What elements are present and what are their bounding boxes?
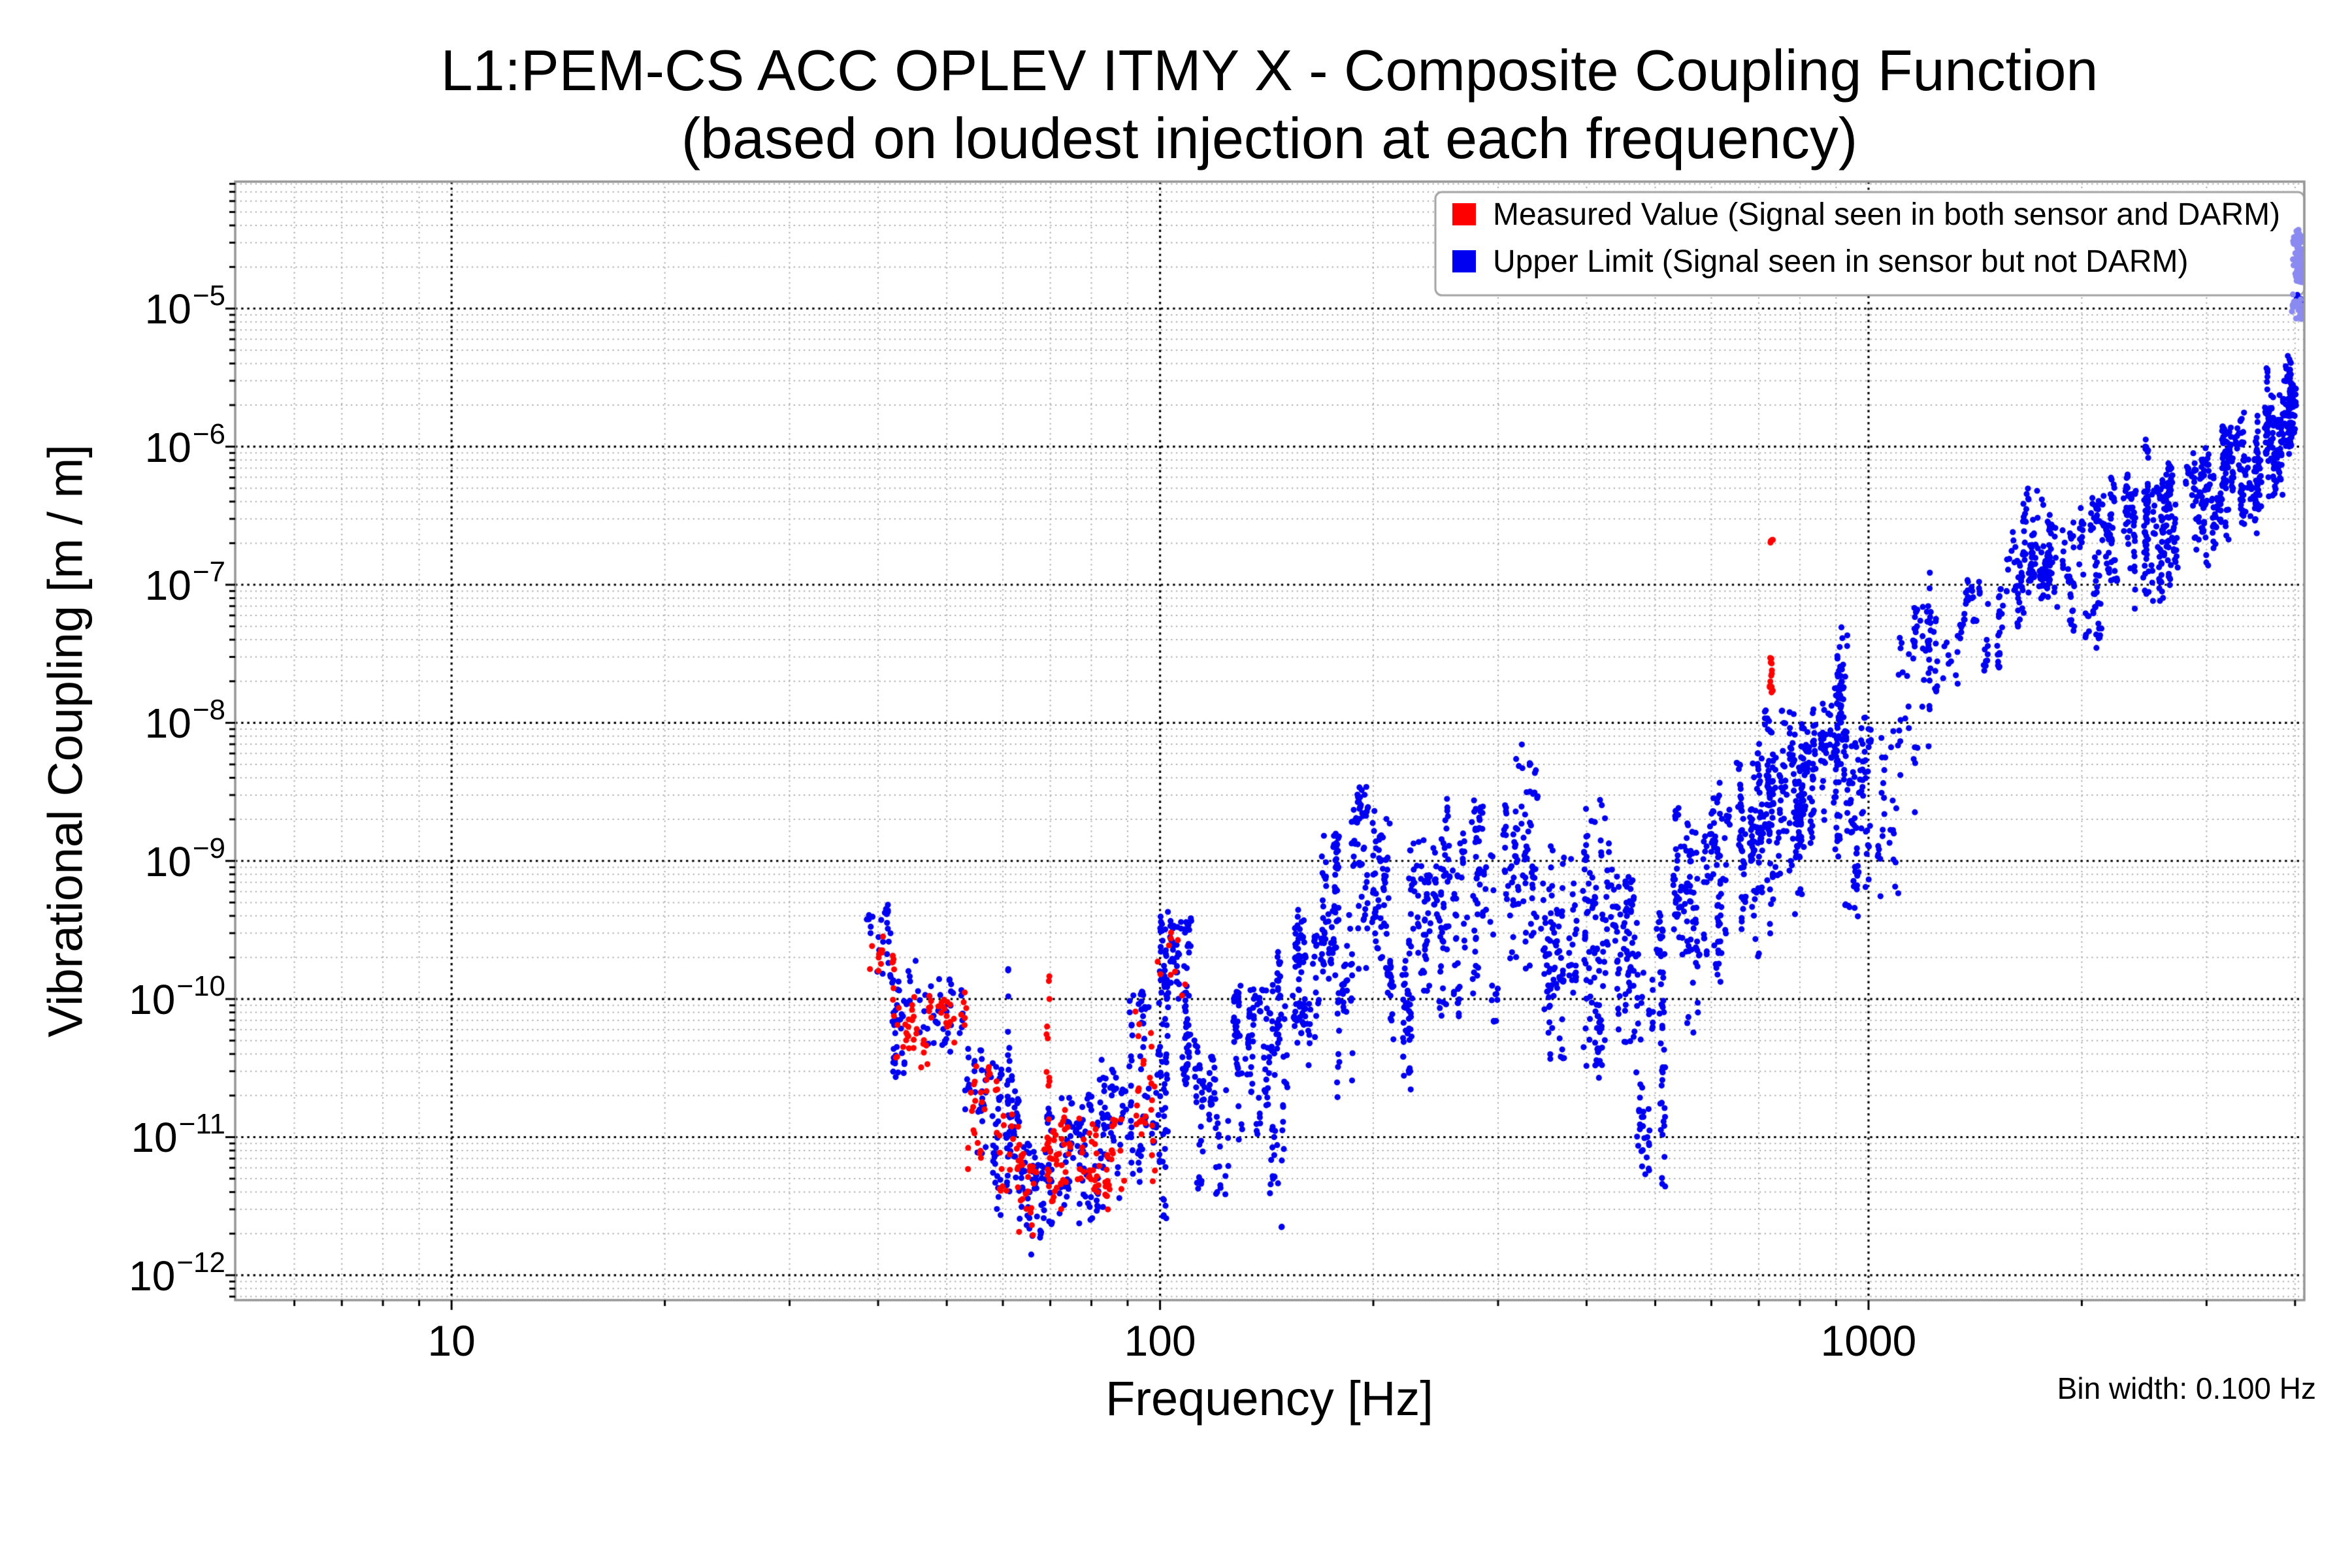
legend: Measured Value (Signal seen in both sens… (1435, 192, 2304, 295)
x-tick-label: 10 (427, 1316, 476, 1365)
legend-label-upper-limit: Upper Limit (Signal seen in sensor but n… (1493, 244, 2189, 279)
legend-entry-measured: Measured Value (Signal seen in both sens… (1435, 192, 2304, 237)
page-subtitle: (based on loudest injection at each freq… (681, 106, 1858, 171)
y-tick-label: 10−11 (131, 1108, 225, 1162)
y-tick-label: 10−6 (144, 417, 225, 471)
y-tick-label: 10−12 (129, 1246, 225, 1300)
x-tick-label: 1000 (1820, 1316, 1917, 1365)
legend-label-measured: Measured Value (Signal seen in both sens… (1493, 197, 2281, 232)
x-axis-label: Frequency [Hz] (1105, 1371, 1433, 1426)
page-title: L1:PEM-CS ACC OPLEV ITMY X - Composite C… (440, 38, 2099, 103)
y-tick-label: 10−9 (144, 832, 225, 885)
x-tick-label: 100 (1124, 1316, 1196, 1365)
upper-limit-swatch-icon (1452, 250, 1476, 272)
y-tick-label: 10−8 (144, 694, 225, 747)
y-tick-label: 10−5 (144, 280, 225, 333)
measured-value-swatch-icon (1452, 203, 1476, 225)
y-axis-label: Vibrational Coupling [m / m] (38, 444, 93, 1037)
bin-width-note: Bin width: 0.100 Hz (2057, 1371, 2316, 1405)
legend-entry-upper-limit: Upper Limit (Signal seen in sensor but n… (1435, 239, 2304, 284)
y-tick-label: 10−7 (144, 555, 225, 610)
y-tick-label: 10−10 (129, 970, 225, 1024)
